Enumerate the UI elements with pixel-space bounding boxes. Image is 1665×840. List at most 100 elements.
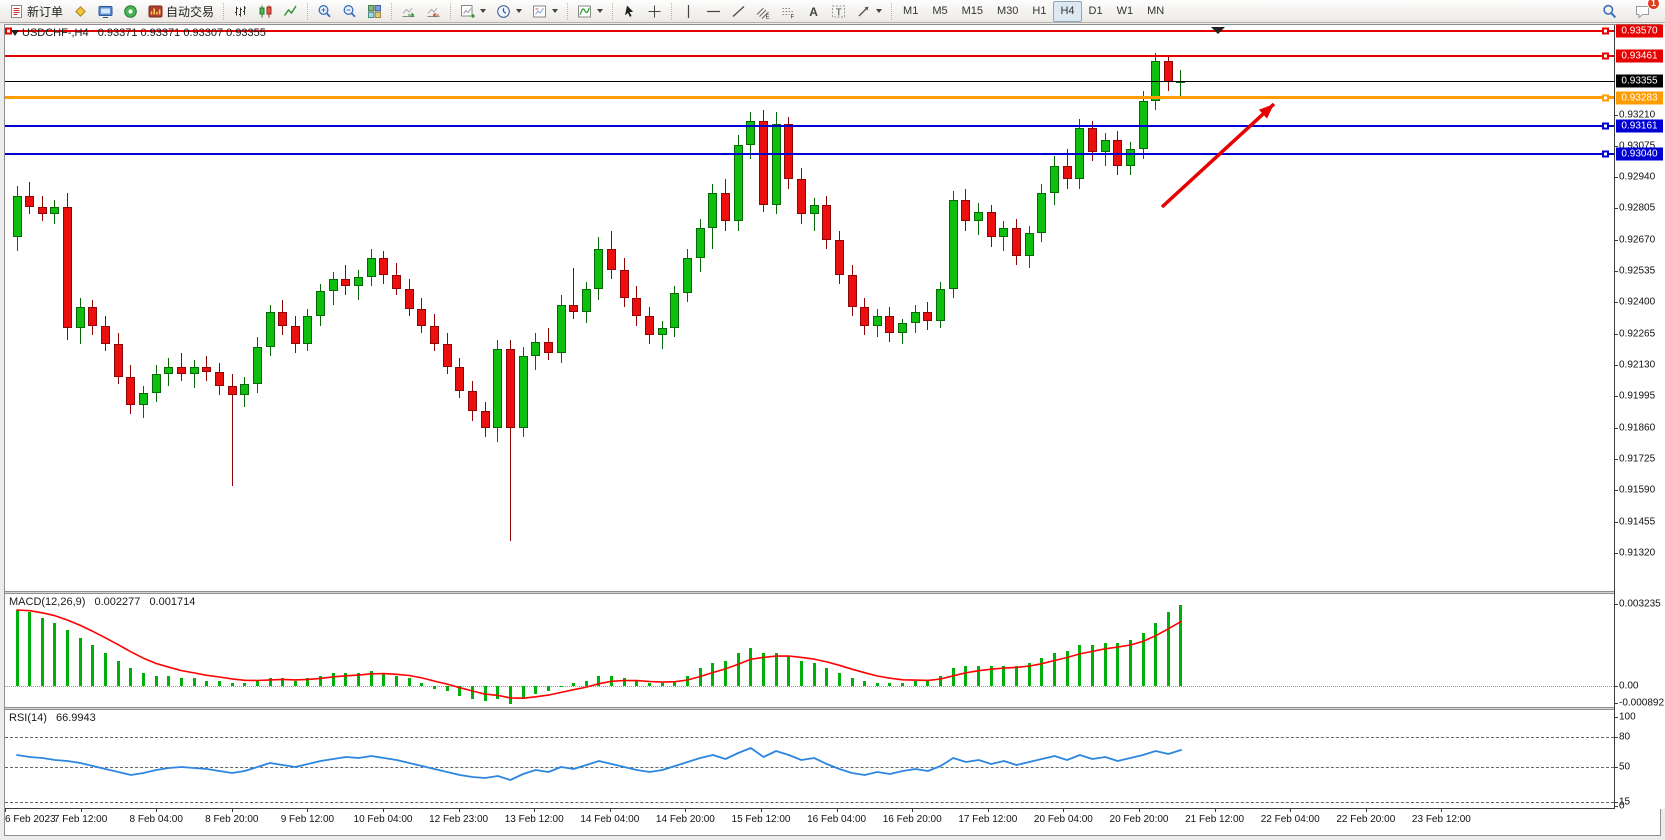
tile-windows-button[interactable]	[362, 1, 387, 22]
text-label-button[interactable]: T	[826, 1, 851, 22]
text-button[interactable]: A	[801, 1, 826, 22]
time-tick	[836, 809, 838, 812]
rsi-value: 66.9943	[55, 712, 96, 724]
macd-histogram-bar	[433, 686, 437, 689]
bar-chart-button[interactable]	[228, 1, 253, 22]
line-handle[interactable]	[1602, 94, 1609, 102]
candle-body	[101, 325, 111, 345]
macd-histogram-bar	[28, 612, 32, 686]
indicators-button[interactable]	[572, 1, 608, 22]
timeframe-m1[interactable]: M1	[903, 5, 919, 17]
candle-body	[25, 195, 35, 208]
macd-tick-label: 0.003235	[1619, 598, 1661, 610]
candle-body	[392, 274, 402, 289]
macd-histogram-bar	[104, 653, 108, 686]
timeframe-mn[interactable]: MN	[1147, 5, 1165, 17]
rsi-tick-label: 50	[1619, 761, 1631, 773]
rsi-level-line	[5, 737, 1614, 738]
rsi-name-label: RSI(14)	[9, 712, 47, 724]
candle-body	[948, 200, 958, 289]
timeframe-h1[interactable]: H1	[1032, 5, 1047, 17]
panel-separator[interactable]	[5, 707, 1660, 710]
timeframe-m5[interactable]: M5	[932, 5, 948, 17]
terminal-button[interactable]	[93, 1, 118, 22]
horizontal-line[interactable]	[5, 55, 1614, 58]
line-chart-button[interactable]	[278, 1, 303, 22]
horizontal-line[interactable]	[5, 30, 1614, 32]
macd-histogram-bar	[977, 665, 981, 686]
crosshair-button[interactable]	[642, 1, 667, 22]
price-label: 0.93283	[1616, 91, 1663, 105]
time-tick	[1063, 809, 1065, 812]
svg-text:T: T	[836, 7, 842, 18]
candlestick-chart-button[interactable]	[253, 1, 278, 22]
candle-body	[822, 205, 832, 240]
timeframe-d1[interactable]: D1	[1088, 5, 1103, 17]
rsi-tick-label: 80	[1619, 731, 1631, 743]
cursor-button[interactable]	[617, 1, 642, 22]
line-handle[interactable]	[1602, 122, 1609, 130]
candle-body	[442, 344, 452, 368]
candle-body	[189, 367, 199, 375]
new-chart-button[interactable]	[455, 1, 491, 22]
fibo-expansion-button[interactable]: F	[776, 1, 801, 22]
timeframe-m15[interactable]: M15	[961, 5, 983, 17]
price-tick-label: 0.92265	[1619, 328, 1656, 340]
line-handle[interactable]	[1602, 52, 1609, 60]
chat-button[interactable]: 1	[1630, 0, 1660, 22]
candle-body	[278, 311, 288, 326]
horizontal-line[interactable]	[5, 96, 1614, 100]
macd-histogram-bar	[559, 686, 563, 687]
timeframe-w1[interactable]: W1	[1116, 5, 1134, 17]
line-handle[interactable]	[1602, 27, 1609, 35]
candle-body	[176, 367, 186, 375]
zoom-in-button[interactable]	[312, 1, 337, 22]
time-tick	[1214, 809, 1216, 812]
metaeditor-button[interactable]	[68, 1, 93, 22]
macd-histogram-bar	[787, 655, 791, 686]
zoom-out-button[interactable]	[337, 1, 362, 22]
macd-histogram-bar	[939, 675, 943, 686]
horizontal-line-button[interactable]	[701, 1, 726, 22]
time-axis-line	[5, 808, 1614, 809]
time-tick-label: 6 Feb 2023	[5, 814, 56, 825]
candle-body	[872, 316, 882, 326]
trendline-button[interactable]	[726, 1, 751, 22]
search-button[interactable]	[1597, 1, 1622, 22]
arrows-button[interactable]	[851, 1, 887, 22]
new-order-button[interactable]: 新订单	[4, 1, 68, 22]
signal-button[interactable]	[118, 1, 143, 22]
chart-shift-button[interactable]	[421, 1, 446, 22]
price-tick	[1614, 459, 1618, 461]
fibonacci-button[interactable]: E	[751, 1, 776, 22]
candle-body	[936, 288, 946, 321]
autotrading-button[interactable]: 自动交易	[143, 1, 219, 22]
candle-body	[847, 274, 857, 308]
candle-body	[467, 390, 477, 412]
periods-button[interactable]	[491, 1, 527, 22]
candle-body	[683, 258, 693, 294]
panel-separator[interactable]	[5, 591, 1660, 594]
time-tick-label: 8 Feb 20:00	[205, 814, 259, 825]
time-tick	[1139, 809, 1140, 812]
candle-body	[341, 279, 351, 287]
candle-body	[113, 344, 123, 377]
candle-body	[126, 376, 136, 405]
horizontal-line[interactable]	[5, 152, 1614, 155]
candle-body	[493, 348, 503, 428]
vertical-line-button[interactable]	[676, 1, 701, 22]
candle-body	[1049, 165, 1059, 194]
macd-histogram-bar	[483, 686, 487, 702]
timeframe-m30[interactable]: M30	[997, 5, 1019, 17]
price-tick	[1614, 239, 1618, 241]
templates-button[interactable]	[527, 1, 563, 22]
candles-icon	[258, 4, 273, 19]
chart-window	[4, 24, 1661, 836]
line-handle[interactable]	[1602, 150, 1609, 158]
candle-body	[88, 307, 98, 326]
price-tick	[1614, 302, 1618, 304]
auto-scroll-button[interactable]	[396, 1, 421, 22]
timeframe-h4[interactable]: H4	[1053, 0, 1082, 22]
rsi-label: RSI(14) 66.9943	[9, 712, 102, 724]
horizontal-line[interactable]	[5, 124, 1614, 127]
